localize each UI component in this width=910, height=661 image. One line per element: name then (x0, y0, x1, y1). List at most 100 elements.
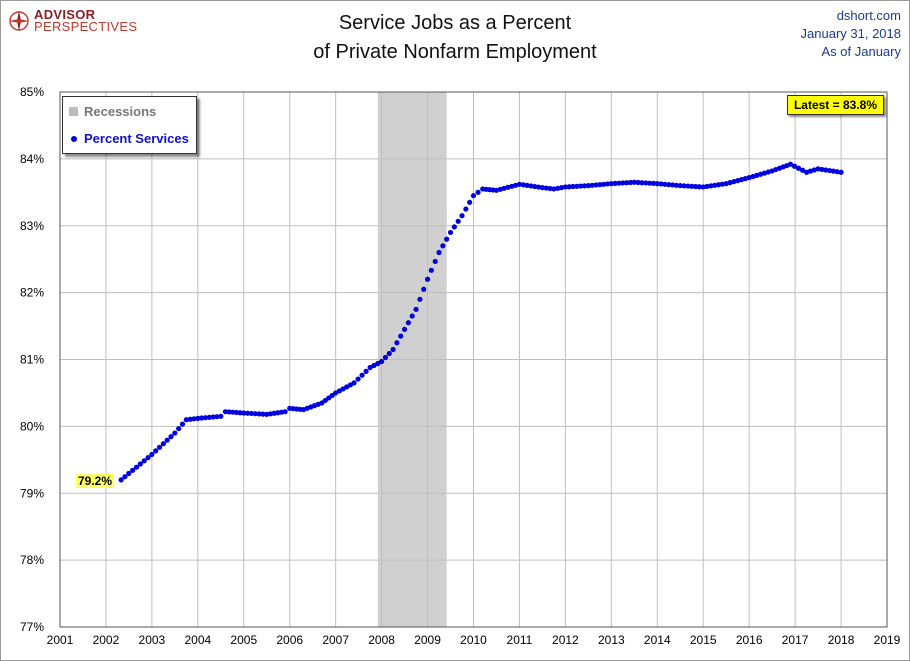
data-point (440, 243, 446, 249)
data-point (375, 360, 381, 367)
data-point (459, 213, 465, 219)
data-point (654, 181, 660, 187)
data-point (252, 411, 258, 417)
y-tick-label: 80% (20, 419, 44, 433)
data-point (555, 185, 561, 191)
data-point (470, 193, 477, 199)
data-point (149, 451, 155, 458)
x-tick-label: 2002 (93, 633, 120, 647)
data-point (176, 426, 182, 432)
data-point (581, 183, 588, 189)
data-point (141, 458, 147, 464)
data-point (168, 434, 174, 440)
data-point (612, 180, 618, 186)
data-point (692, 183, 699, 190)
data-point (826, 167, 833, 174)
data-point (819, 166, 825, 173)
data-point (520, 182, 526, 188)
data-point (823, 167, 829, 173)
data-point (379, 358, 385, 365)
x-tick-label: 2011 (507, 633, 533, 647)
plot-border (59, 91, 888, 628)
data-point (451, 224, 457, 230)
chart-legend: Recessions Percent Services (62, 96, 197, 154)
logo-line2: PERSPECTIVES (34, 19, 138, 34)
data-point (214, 414, 220, 420)
data-point (535, 184, 542, 190)
data-point (532, 183, 538, 190)
data-point (620, 180, 626, 186)
data-point (187, 416, 193, 422)
legend-series-label: Percent Services (84, 131, 189, 146)
data-point (677, 183, 683, 189)
data-point (367, 364, 373, 371)
x-tick-label: 2014 (644, 633, 671, 647)
x-tick-label: 2003 (139, 633, 166, 647)
data-point (405, 320, 412, 326)
data-point (199, 415, 205, 421)
data-point (467, 199, 473, 205)
data-point (787, 161, 794, 167)
data-point (363, 368, 369, 374)
data-point (685, 183, 691, 189)
data-point (218, 413, 224, 419)
data-point (137, 461, 143, 467)
data-point (562, 184, 568, 190)
data-point (130, 467, 136, 473)
x-tick-label: 2005 (230, 633, 257, 647)
data-point (604, 181, 611, 187)
data-point (639, 180, 645, 186)
data-point (539, 185, 546, 191)
data-point (658, 181, 664, 187)
data-point (673, 182, 680, 188)
data-point (616, 180, 622, 186)
data-point (371, 362, 377, 369)
data-point (183, 417, 189, 423)
y-tick-label: 77% (20, 620, 44, 634)
data-point (421, 286, 427, 292)
data-point (791, 163, 798, 169)
y-tick-label: 78% (20, 553, 44, 567)
data-point (447, 229, 454, 236)
data-point (830, 168, 836, 174)
y-tick-label: 84% (20, 152, 44, 166)
data-point (585, 183, 591, 189)
data-point (248, 410, 255, 417)
data-point (133, 464, 140, 470)
data-point (206, 414, 212, 420)
data-point (666, 182, 672, 188)
data-point (643, 180, 649, 186)
data-point (627, 179, 634, 186)
advisor-perspectives-logo: ADVISOR PERSPECTIVES (8, 7, 137, 35)
data-point (256, 411, 262, 417)
data-point (662, 181, 668, 187)
data-point (191, 416, 197, 422)
latest-value-label: Latest = 83.8% (786, 95, 884, 115)
data-point (382, 354, 389, 361)
data-point (390, 346, 396, 353)
data-point (834, 169, 840, 175)
data-point (593, 182, 599, 188)
logo-line1: ADVISOR (34, 7, 96, 22)
data-point (608, 181, 614, 187)
data-point (597, 182, 603, 188)
data-point (838, 169, 844, 175)
data-point (409, 313, 415, 319)
recession-swatch (69, 107, 78, 116)
compass-rose-icon (9, 11, 29, 31)
x-tick-label: 2018 (828, 633, 855, 647)
data-point (647, 180, 653, 186)
data-point (282, 409, 288, 415)
y-tick-label: 83% (20, 219, 44, 233)
x-tick-label: 2009 (414, 633, 441, 647)
x-tick-label: 2013 (598, 633, 625, 647)
y-tick-label: 85% (20, 85, 44, 99)
data-point (386, 350, 392, 357)
data-point (202, 415, 209, 421)
data-point (799, 167, 806, 173)
data-point (394, 340, 400, 346)
data-point (432, 258, 438, 265)
data-point (428, 267, 434, 273)
data-point (624, 180, 630, 186)
data-point (455, 218, 461, 224)
